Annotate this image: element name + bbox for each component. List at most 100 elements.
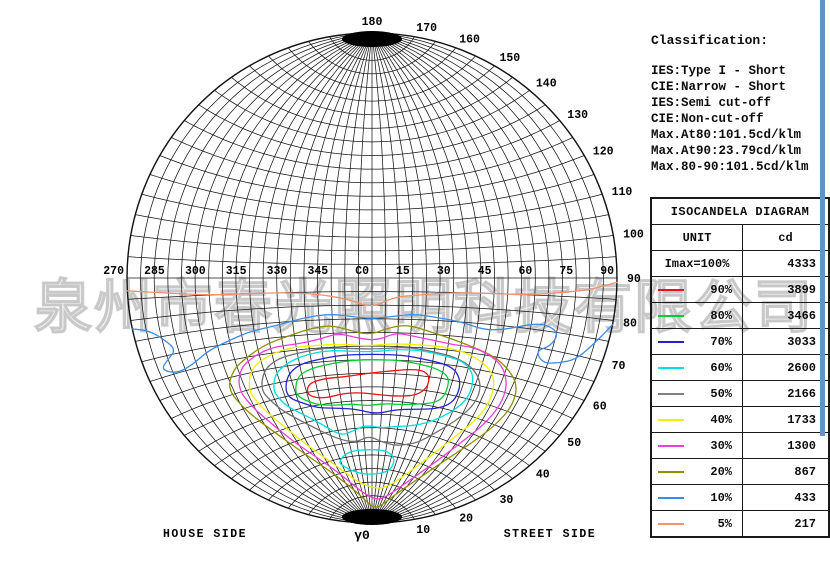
classification-line: Max.80-90:101.5cd/klm xyxy=(651,160,809,174)
c-plane-label: 90 xyxy=(600,265,614,278)
contour-color-swatch xyxy=(658,418,684,421)
gamma-rim-label: 110 xyxy=(612,186,633,199)
table-row: Imax=100% 4333 xyxy=(650,250,830,277)
classification-line: Max.At80:101.5cd/klm xyxy=(651,128,802,142)
legend-value: 1733 xyxy=(742,406,830,433)
gamma-rim-label: 160 xyxy=(459,33,480,46)
classification-line: IES:Type I - Short xyxy=(651,64,787,78)
contour-90% xyxy=(306,368,430,399)
legend-percent: 40% xyxy=(710,412,732,427)
contour-60% xyxy=(339,449,395,475)
gamma-rim-label: 90 xyxy=(627,273,641,286)
table-row: 5% 217 xyxy=(650,510,830,538)
c-plane-label: 15 xyxy=(396,265,410,278)
contour-10% xyxy=(131,314,614,373)
legend-percent: 5% xyxy=(717,516,732,531)
contour-color-swatch xyxy=(658,522,684,525)
legend-value: 2600 xyxy=(742,354,830,381)
c-plane-label: 330 xyxy=(267,265,288,278)
street-side-label: STREET SIDE xyxy=(504,528,596,541)
legend-value: 433 xyxy=(742,484,830,511)
gamma-rim-label: 60 xyxy=(593,401,607,414)
c-plane-label: 270 xyxy=(103,265,124,278)
legend-title: ISOCANDELA DIAGRAM xyxy=(650,197,830,225)
legend-value: 3899 xyxy=(742,276,830,303)
gamma-rim-label: 10 xyxy=(416,524,430,537)
contour-color-swatch xyxy=(658,314,684,317)
contour-color-swatch xyxy=(658,366,684,369)
legend-value: 3466 xyxy=(742,302,830,329)
legend-percent: 10% xyxy=(710,490,732,505)
legend-percent: 50% xyxy=(710,386,732,401)
gamma-rim-label: 130 xyxy=(567,109,588,122)
gamma-rim-label: 20 xyxy=(459,513,473,526)
contour-70% xyxy=(285,353,461,414)
c-plane-label: 30 xyxy=(437,265,451,278)
classification-line: Max.At90:23.79cd/klm xyxy=(651,144,802,158)
gamma-rim-label: 50 xyxy=(567,437,581,450)
legend-percent: 70% xyxy=(710,334,732,349)
table-row: 70% 3033 xyxy=(650,328,830,355)
classification-title: Classification: xyxy=(651,33,769,48)
classification-line: IES:Semi cut-off xyxy=(651,96,772,110)
table-row: 20% 867 xyxy=(650,458,830,485)
contour-5% xyxy=(126,281,618,307)
classification-block: Classification: IES:Type I - Short CIE:N… xyxy=(651,33,809,175)
c-plane-label: 60 xyxy=(518,265,532,278)
house-side-label: HOUSE SIDE xyxy=(163,528,247,541)
legend-imax-value: 4333 xyxy=(742,250,830,277)
c-plane-label: 285 xyxy=(144,265,165,278)
contour-color-swatch xyxy=(658,288,684,291)
contour-30% xyxy=(238,333,507,500)
classification-line: CIE:Non-cut-off xyxy=(651,112,764,126)
contour-40% xyxy=(248,343,495,489)
table-row: 90% 3899 xyxy=(650,276,830,303)
legend-value: 867 xyxy=(742,458,830,485)
gamma-rim-label: 80 xyxy=(623,317,637,330)
gamma-rim-label: 70 xyxy=(612,360,626,373)
legend-value: 1300 xyxy=(742,432,830,459)
contour-80% xyxy=(295,359,449,407)
gamma-rim-label: 150 xyxy=(500,52,521,65)
legend-col-header-unit: UNIT xyxy=(650,224,743,251)
c-plane-label: 345 xyxy=(307,265,328,278)
table-row: ISOCANDELA DIAGRAM xyxy=(650,197,830,225)
gamma-rim-label: 140 xyxy=(536,78,557,91)
c-plane-label: 315 xyxy=(226,265,247,278)
contour-color-swatch xyxy=(658,496,684,499)
legend-value: 2166 xyxy=(742,380,830,407)
gamma-rim-label: 30 xyxy=(500,494,514,507)
gamma-rim-label: 120 xyxy=(593,146,614,159)
contour-color-swatch xyxy=(658,340,684,343)
pole-cap-top xyxy=(342,31,402,47)
legend-value: 3033 xyxy=(742,328,830,355)
gamma-rim-label: 100 xyxy=(623,229,644,242)
c-plane-label: 300 xyxy=(185,265,206,278)
legend-value: 217 xyxy=(742,510,830,538)
legend-percent: 80% xyxy=(710,308,732,323)
contour-color-swatch xyxy=(658,470,684,473)
gamma0-label: γ0 xyxy=(354,528,370,543)
gamma-rim-label: 180 xyxy=(362,16,383,29)
table-row: 80% 3466 xyxy=(650,302,830,329)
legend-percent: 90% xyxy=(710,282,732,297)
isocandela-legend-table: ISOCANDELA DIAGRAM UNIT cd Imax=100% 433… xyxy=(650,197,830,538)
classification-line: CIE:Narrow - Short xyxy=(651,80,787,94)
table-row: UNIT cd xyxy=(650,224,830,251)
legend-imax-label: Imax=100% xyxy=(650,250,743,277)
table-row: 10% 433 xyxy=(650,484,830,511)
legend-percent: 30% xyxy=(710,438,732,453)
table-row: 60% 2600 xyxy=(650,354,830,381)
c-plane-label: 45 xyxy=(478,265,492,278)
diagram-labels: 270 285 300 315 330 345 C0 15 30 45 60 75 90 10 20 30 40… xyxy=(103,16,644,543)
contour-50% xyxy=(261,346,481,446)
legend-col-header-cd: cd xyxy=(742,224,830,251)
gamma-rim-label: 40 xyxy=(536,468,550,481)
contour-60% xyxy=(273,349,474,435)
table-row: 40% 1733 xyxy=(650,406,830,433)
legend-percent: 20% xyxy=(710,464,732,479)
contour-color-swatch xyxy=(658,444,684,447)
table-row: 30% 1300 xyxy=(650,432,830,459)
